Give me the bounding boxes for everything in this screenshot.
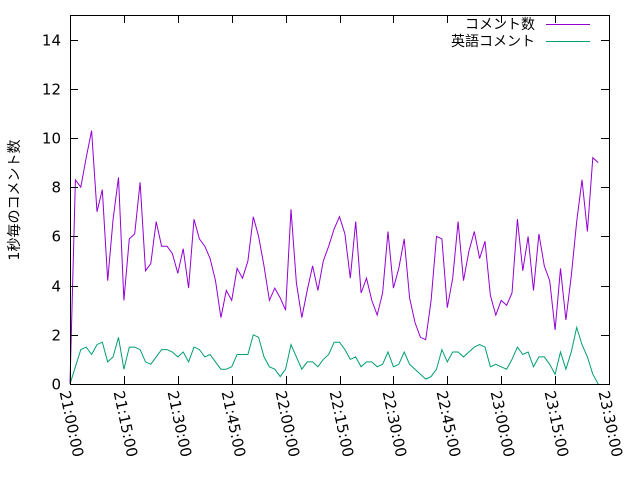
y-tick-label: 6 [51, 228, 61, 246]
series-layer [69, 130, 599, 385]
series-line-1 [69, 130, 599, 385]
y-tick-label: 10 [42, 130, 61, 148]
y-axis-title: 1秒毎のコメント数 [7, 140, 23, 261]
y-axis: 0 2 4 6 8 10 12 14 [42, 32, 609, 394]
y-tick-label: 12 [42, 81, 61, 99]
legend-label-1: コメント数 [465, 17, 535, 33]
y-tick-label: 4 [51, 278, 61, 296]
y-tick-label: 2 [51, 327, 61, 345]
legend-label-2: 英語コメント [451, 33, 535, 50]
y-tick-label: 8 [51, 179, 61, 197]
y-tick-label: 0 [51, 376, 61, 394]
y-tick-label: 14 [42, 32, 61, 50]
series-line-2 [69, 325, 599, 385]
